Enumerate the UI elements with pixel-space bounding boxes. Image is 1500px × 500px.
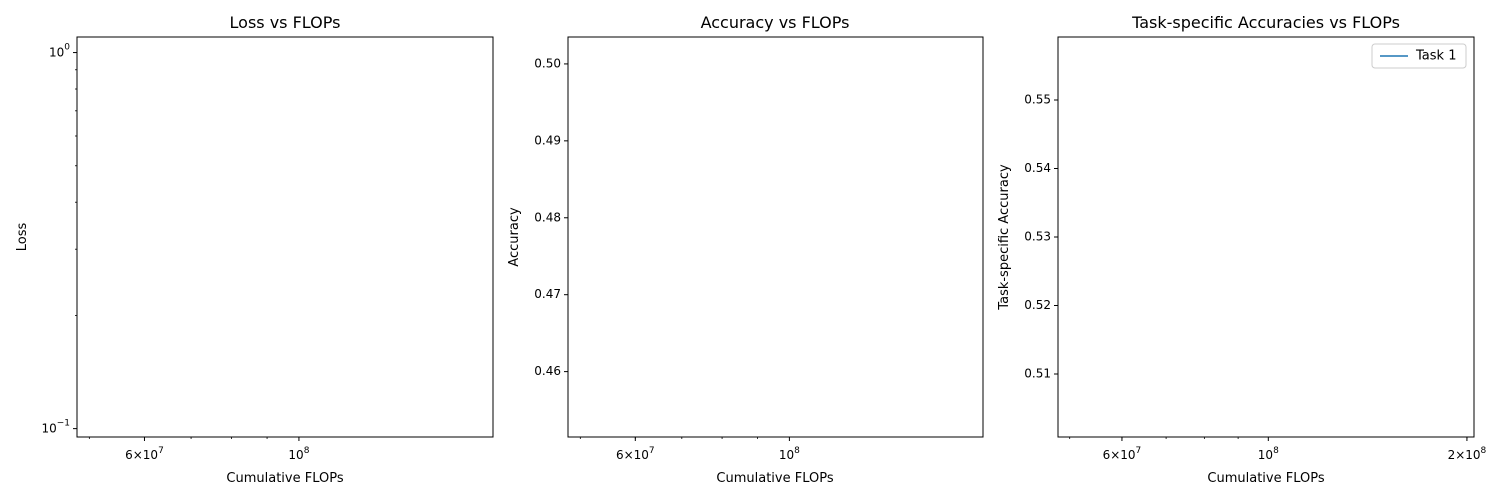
- legend-label: Task 1: [1415, 49, 1456, 64]
- panel-title: Task-specific Accuracies vs FLOPs: [1131, 13, 1400, 32]
- y-tick-label: 0.52: [1024, 298, 1051, 312]
- x-tick-label: 108: [288, 446, 309, 462]
- x-axis-label: Cumulative FLOPs: [716, 471, 833, 486]
- y-tick-label: 0.49: [534, 133, 561, 147]
- y-tick-label: 0.51: [1024, 366, 1051, 380]
- plot-area-frame: [1057, 36, 1475, 438]
- y-axis-label: Task-specific Accuracy: [997, 164, 1012, 311]
- panel-accuracy: Accuracy vs FLOPs Cumulative FLOPs Accur…: [507, 13, 984, 486]
- panel-title: Accuracy vs FLOPs: [701, 13, 850, 32]
- panel-loss: Loss vs FLOPs Cumulative FLOPs Loss 6×10…: [15, 13, 494, 486]
- x-tick-label: 108: [1258, 446, 1279, 462]
- x-tick-label: 2×108: [1448, 446, 1487, 462]
- legend: Task 1: [1371, 43, 1467, 69]
- x-tick-label: 6×107: [1103, 446, 1142, 462]
- tick-layer: 6×107 108 10−1 100: [41, 42, 309, 462]
- y-tick-label: 0.54: [1024, 161, 1051, 175]
- plot-area-frame: [567, 36, 984, 438]
- panel-title: Loss vs FLOPs: [230, 13, 341, 32]
- y-tick-label: 0.47: [534, 287, 561, 301]
- x-tick-label: 6×107: [616, 446, 655, 462]
- y-tick-label: 0.53: [1024, 230, 1051, 244]
- plot-area-frame: [76, 36, 494, 438]
- y-axis-label: Loss: [15, 223, 30, 252]
- x-tick-label: 108: [779, 446, 800, 462]
- y-tick-label: 10−1: [41, 418, 70, 435]
- x-axis-label: Cumulative FLOPs: [226, 471, 343, 486]
- y-tick-label: 0.55: [1024, 93, 1051, 107]
- tick-layer: 6×107 108 0.46 0.47 0.48 0.49 0.50: [534, 56, 800, 462]
- y-tick-label: 100: [49, 42, 70, 59]
- x-tick-label: 6×107: [125, 446, 164, 462]
- panel-task-accuracy: Task-specific Accuracies vs FLOPs Cumula…: [997, 13, 1487, 486]
- legend-frame: [1371, 43, 1467, 69]
- y-axis-label: Accuracy: [507, 207, 522, 267]
- tick-layer: 6×107 108 2×108 0.51 0.52 0.53 0.54 0.55: [1024, 93, 1486, 462]
- y-tick-label: 0.48: [534, 210, 561, 224]
- x-axis-label: Cumulative FLOPs: [1207, 471, 1324, 486]
- y-tick-label: 0.50: [534, 56, 561, 70]
- y-tick-label: 0.46: [534, 364, 561, 378]
